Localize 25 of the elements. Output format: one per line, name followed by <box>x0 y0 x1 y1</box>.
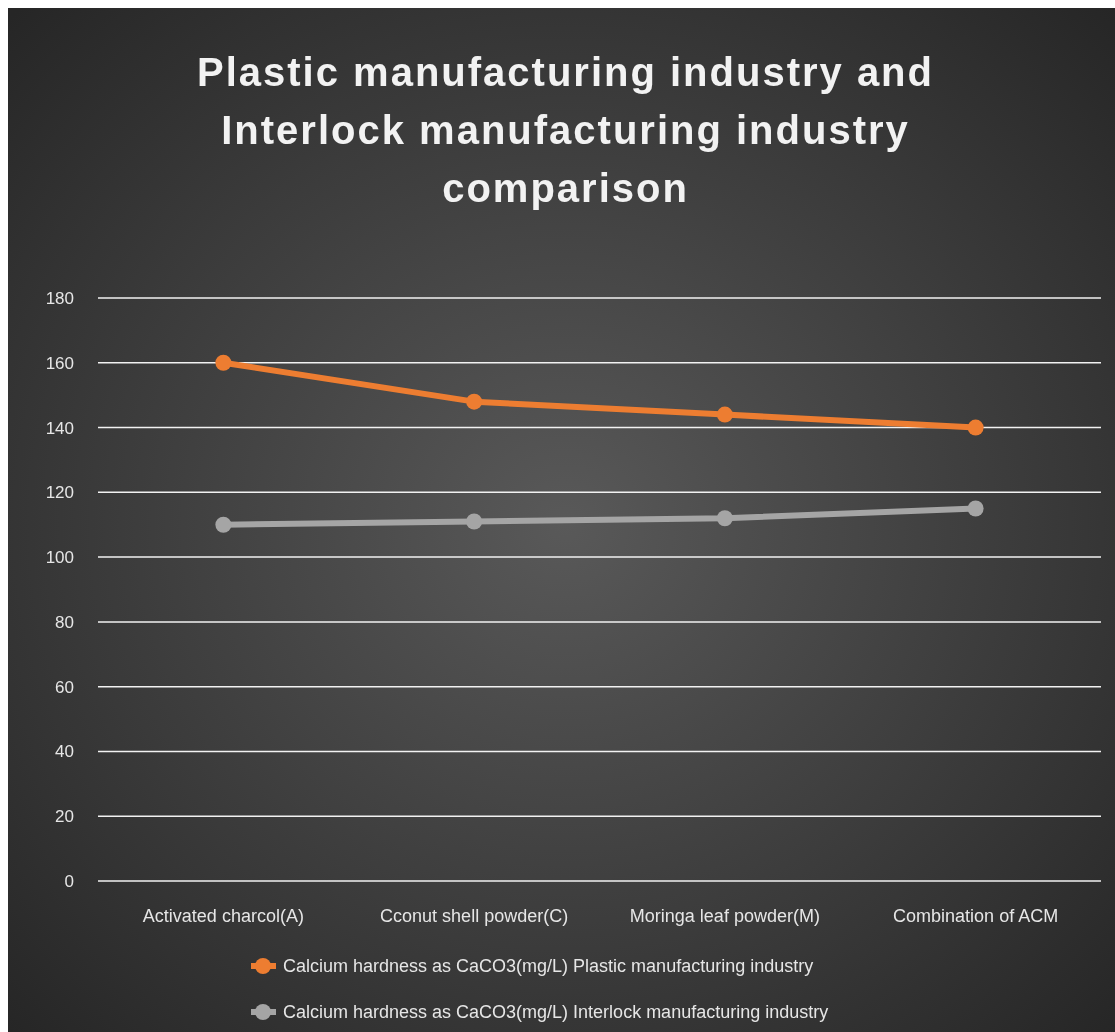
x-tick-label: Moringa leaf powder(M) <box>629 906 820 926</box>
y-tick-label: 80 <box>55 612 74 632</box>
y-tick-label: 0 <box>64 871 74 891</box>
y-tick-label: 180 <box>45 288 74 308</box>
x-tick-label: Activated charcol(A) <box>142 906 304 926</box>
point <box>466 513 483 530</box>
point <box>466 393 483 410</box>
legend-label: Calcium hardness as CaCO3(mg/L) Interlock manufacturing industry <box>283 1002 829 1023</box>
chart-title: Plastic manufacturing industry and Interlock manufacturing industry comparison <box>196 50 935 210</box>
x-tick-label: Combination of ACM <box>893 906 1059 926</box>
y-tick-label: 160 <box>45 353 74 373</box>
point <box>215 354 232 371</box>
x-tick-label: Cconut shell powder(C) <box>380 906 569 926</box>
y-tick-label: 140 <box>45 418 74 438</box>
point <box>967 419 984 436</box>
y-tick-label: 20 <box>55 807 74 827</box>
point <box>716 406 733 423</box>
y-tick-label: 100 <box>45 548 74 568</box>
y-tick-label: 120 <box>45 483 74 503</box>
point <box>215 516 232 533</box>
y-tick-label: 60 <box>55 677 74 697</box>
point <box>967 500 984 517</box>
y-tick-label: 40 <box>55 742 74 762</box>
legend-label: Calcium hardness as CaCO3(mg/L) Plastic manufacturing industry <box>283 956 814 977</box>
point <box>716 510 733 527</box>
